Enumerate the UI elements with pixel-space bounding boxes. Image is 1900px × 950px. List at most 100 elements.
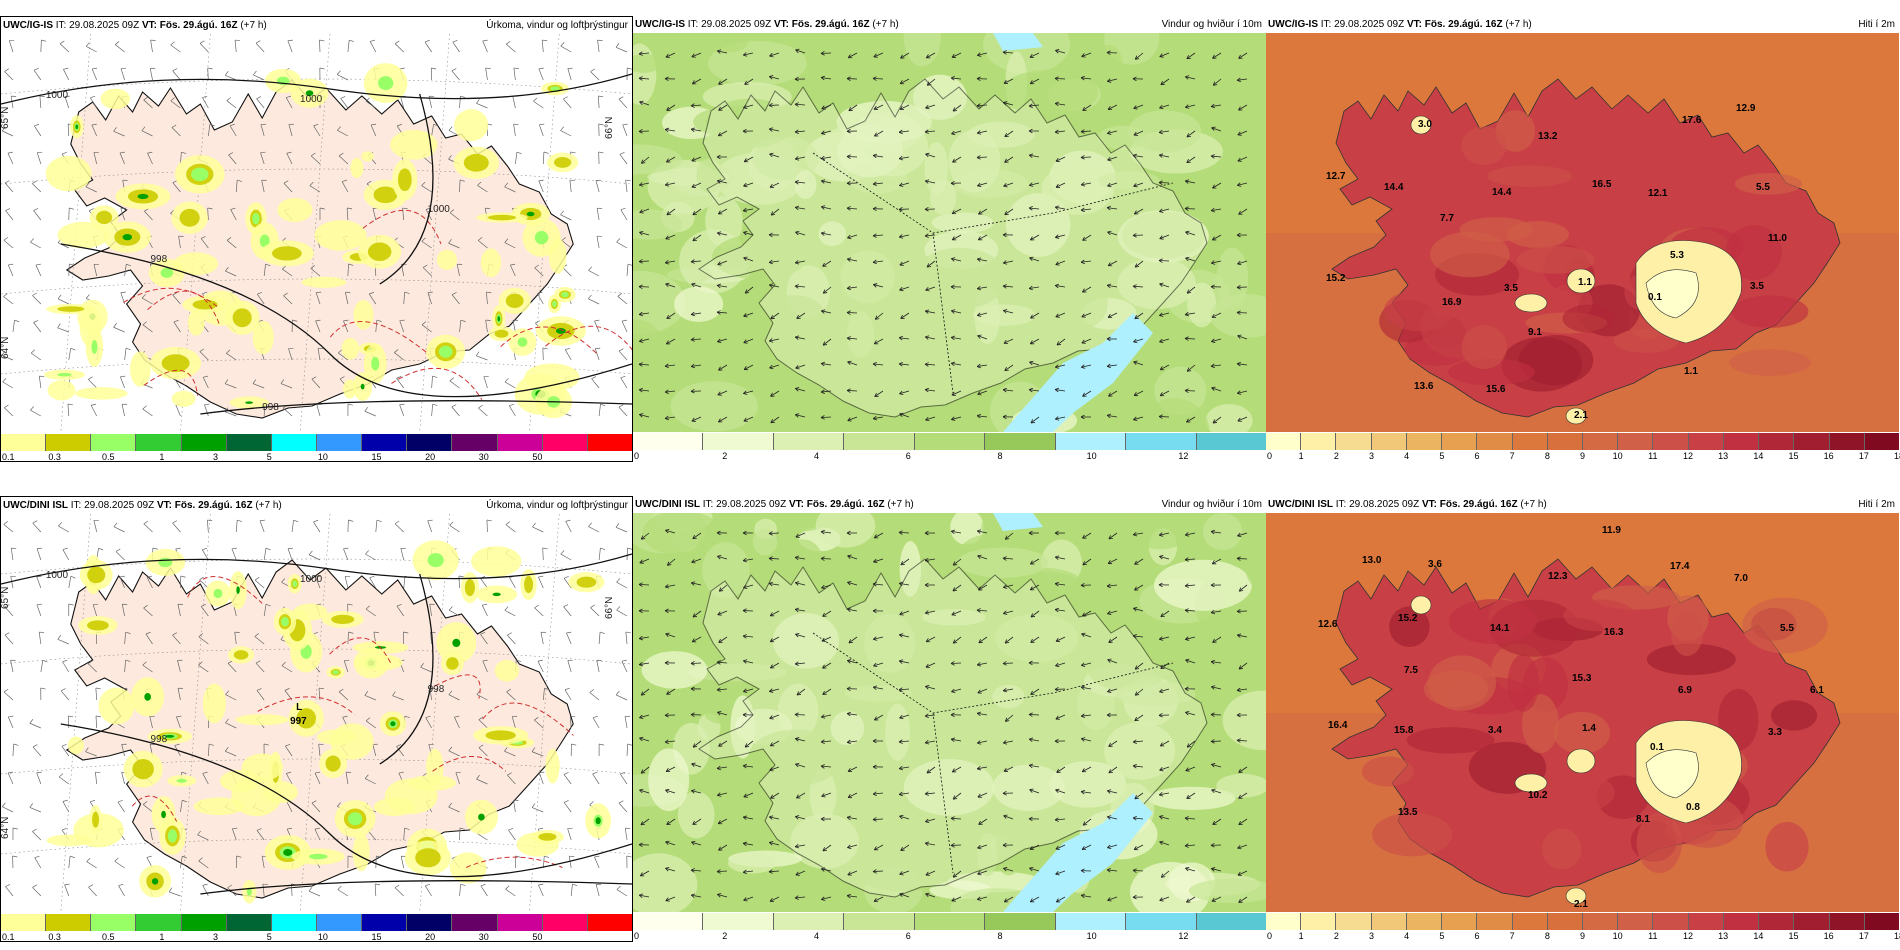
colorbar-swatch [316, 914, 363, 931]
colorbar-swatch [1371, 913, 1407, 930]
temperature-label: 17.6 [1682, 115, 1702, 126]
colorbar-tick-label: 1 [159, 932, 165, 942]
colorbar-swatch [316, 434, 363, 451]
colorbar-tick-label: 50 [532, 932, 543, 942]
temperature-label: 9.1 [1528, 327, 1542, 338]
init-time: IT: 29.08.2025 09Z [1320, 19, 1405, 30]
colorbar-tick-label: 4 [813, 451, 819, 461]
product-title: Hiti í 2m [1858, 499, 1895, 510]
isobar-label: 1000 [300, 94, 323, 105]
valid-time: VT: Fös. 29.ágú. 16Z [1421, 499, 1518, 510]
temperature-label: 16.9 [1442, 297, 1462, 308]
colorbar-swatch [407, 914, 453, 931]
temperature-label: 6.1 [1810, 685, 1824, 696]
colorbar-swatch [1406, 913, 1443, 930]
colorbar-tick-label: 16 [1823, 451, 1834, 461]
colorbar-tick-label: 6 [905, 451, 911, 461]
temperature-label: 3.5 [1750, 281, 1764, 292]
colorbar-tick-label: 3 [1368, 451, 1375, 461]
colorbar-swatch [1371, 433, 1407, 450]
colorbar-tick-label: 20 [425, 452, 436, 462]
colorbar-tick-label: 10 [1612, 451, 1623, 461]
colorbar-tick-label: 8 [997, 931, 1003, 941]
colorbar-swatch [271, 434, 317, 451]
colorbar-swatch [1547, 433, 1583, 450]
model-name: UWC/DINI ISL [635, 499, 700, 510]
strong-wind-area [1003, 793, 1153, 912]
colorbar-tick-label: 12 [1682, 451, 1694, 461]
temperature-label: 15.2 [1326, 273, 1346, 284]
colorbar-swatch [1, 434, 47, 451]
map-svg: 1000 1000 998 998 L 997 65°N 64°N 66°N [1, 514, 632, 913]
colorbar-tick-label: 30 [478, 452, 489, 462]
colorbar-swatch [1723, 913, 1760, 930]
map-svg: 1000 1000 998 1000 998 65°N 64°N 66°N [1, 34, 632, 433]
valid-time: VT: Fös. 29.ágú. 16Z [773, 19, 870, 30]
colorbar-tick-label: 11 [1648, 931, 1658, 941]
colorbar-swatch [1196, 433, 1266, 450]
colorbar-tick-label: 10 [317, 932, 328, 942]
colorbar-swatch [136, 434, 182, 451]
colorbar-swatch [1794, 433, 1830, 450]
colorbar-swatch [91, 914, 137, 931]
temperature-label: 1.1 [1578, 277, 1592, 288]
colorbar-swatch [1266, 433, 1302, 450]
colorbar-tick-label: 9 [1579, 931, 1586, 941]
colorbar-ticks: 0.1 0.3 0.5 1 3 5 10 15 20 30 50 [1, 932, 632, 944]
colorbar-swatch [1442, 433, 1478, 450]
panel-header: UWC/IG-IS IT: 29.08.2025 09Z VT: Fös. 29… [1266, 16, 1899, 33]
colorbar-swatch [1582, 913, 1619, 930]
colorbar-tick-label: 4 [813, 931, 819, 941]
colorbar-tick-label: 5 [266, 932, 272, 942]
colorbar-swatch [633, 433, 704, 450]
colorbar-swatch [703, 913, 774, 930]
colorbar-tick-label: 2 [1333, 451, 1339, 461]
colorbar-tick-label: 10 [1612, 931, 1623, 941]
temperature-label: 14.4 [1492, 187, 1512, 198]
temperature-label: 0.1 [1648, 292, 1662, 303]
temperature-label: 13.2 [1538, 131, 1558, 142]
panel-header: UWC/IG-IS IT: 29.08.2025 09Z VT: Fös. 29… [1, 17, 632, 34]
colorbar-swatch [1547, 913, 1583, 930]
colorbar-tick-label: 1 [159, 452, 165, 462]
temperature-label: 3.0 [1418, 119, 1432, 130]
colorbar-ticks: 0.1 0.3 0.5 1 3 5 10 15 20 30 50 [1, 452, 632, 464]
temperature-label: 17.4 [1670, 561, 1690, 572]
colorbar-swatch [1864, 433, 1899, 450]
colorbar-tick-label: 14 [1753, 451, 1764, 461]
iceland-land [698, 558, 1208, 898]
lead-time: (+7 h) [872, 19, 899, 30]
colorbar-swatch [1336, 913, 1372, 930]
colorbar-swatch [91, 434, 137, 451]
colorbar-swatch [1759, 913, 1795, 930]
map-area: 1000 1000 998 998 L 997 65°N 64°N 66°N [1, 514, 632, 913]
temperature-label: 2.1 [1574, 899, 1588, 910]
colorbar-swatch [587, 434, 632, 451]
isobar-label: 1000 [428, 204, 451, 215]
colorbar-swatch [452, 434, 498, 451]
colorbar-tick-label: 2 [1333, 931, 1339, 941]
init-time: IT: 29.08.2025 09Z [702, 499, 787, 510]
panel-temp-dini: UWC/DINI ISL IT: 29.08.2025 09Z VT: Fös.… [1266, 496, 1900, 942]
colorbar-tick-label: 4 [1404, 931, 1410, 941]
colorbar-swatch [985, 433, 1056, 450]
model-name: UWC/DINI ISL [3, 500, 68, 511]
colorbar-tick-label: 12 [1682, 931, 1694, 941]
glaciers [1410, 115, 1742, 425]
map-area: 11.9 13.0 3.6 17.4 7.0 12.3 12.6 15.2 14.1 16.3 5.… [1266, 513, 1899, 912]
map-area [633, 33, 1266, 432]
temperature-label: 11.9 [1602, 525, 1621, 536]
colorbar-tick-label: 50 [532, 452, 543, 462]
colorbar-swatch [181, 434, 227, 451]
colorbar-swatch [497, 434, 543, 451]
colorbar-tick-label: 6 [905, 931, 911, 941]
temperature-label: 13.5 [1398, 807, 1418, 818]
colorbar-swatch [914, 913, 986, 930]
colorbar-tick-label: 7 [1509, 451, 1515, 461]
strong-wind-area [1003, 313, 1153, 432]
colorbar [1, 434, 632, 451]
colorbar-swatch [1829, 913, 1865, 930]
colorbar-swatch [1, 914, 47, 931]
colorbar-swatch [1829, 433, 1865, 450]
isobar-label: 998 [428, 684, 445, 695]
